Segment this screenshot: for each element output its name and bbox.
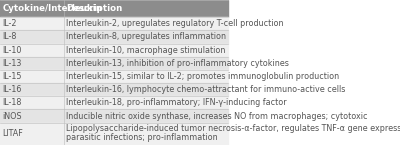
Text: parasitic infections; pro-inflammation: parasitic infections; pro-inflammation bbox=[66, 133, 218, 142]
Bar bbox=[0, 17, 64, 30]
Text: IL-10: IL-10 bbox=[2, 46, 22, 55]
Text: IL-2: IL-2 bbox=[2, 19, 17, 28]
Text: Interleukin-15, similar to IL-2; promotes immunoglobulin production: Interleukin-15, similar to IL-2; promote… bbox=[66, 72, 339, 81]
Bar bbox=[0, 123, 64, 145]
Text: IL-8: IL-8 bbox=[2, 32, 17, 41]
Text: IL-15: IL-15 bbox=[2, 72, 22, 81]
Bar bbox=[64, 109, 228, 123]
Text: Lipopolysaccharide-induced tumor necrosis-α-factor, regulates TNF-α gene express: Lipopolysaccharide-induced tumor necrosi… bbox=[66, 124, 400, 133]
Text: Inducible nitric oxide synthase, increases NO from macrophages; cytotoxic: Inducible nitric oxide synthase, increas… bbox=[66, 112, 368, 120]
Bar bbox=[64, 70, 228, 83]
Bar bbox=[64, 83, 228, 96]
Text: Interleukin-16, lymphocyte chemo-attractant for immuno-active cells: Interleukin-16, lymphocyte chemo-attract… bbox=[66, 85, 346, 94]
Text: iNOS: iNOS bbox=[2, 112, 22, 120]
Text: Interleukin-10, macrophage stimulation: Interleukin-10, macrophage stimulation bbox=[66, 46, 226, 55]
Text: Cytokine/Interleukin: Cytokine/Interleukin bbox=[2, 4, 102, 13]
Text: IL-18: IL-18 bbox=[2, 98, 22, 107]
Bar bbox=[64, 44, 228, 57]
Bar bbox=[64, 123, 228, 145]
Bar bbox=[0, 30, 64, 44]
Bar bbox=[0, 109, 64, 123]
Bar bbox=[64, 96, 228, 109]
Bar bbox=[0, 83, 64, 96]
Text: IL-16: IL-16 bbox=[2, 85, 22, 94]
Text: Interleukin-2, upregulates regulatory T-cell production: Interleukin-2, upregulates regulatory T-… bbox=[66, 19, 284, 28]
Text: Interleukin-18, pro-inflammatory; IFN-γ-inducing factor: Interleukin-18, pro-inflammatory; IFN-γ-… bbox=[66, 98, 287, 107]
Bar bbox=[0, 70, 64, 83]
Bar bbox=[0, 0, 64, 17]
Text: Interleukin-8, upregulates inflammation: Interleukin-8, upregulates inflammation bbox=[66, 32, 226, 41]
Bar bbox=[0, 96, 64, 109]
Bar bbox=[64, 0, 228, 17]
Text: IL-13: IL-13 bbox=[2, 59, 22, 68]
Bar bbox=[0, 44, 64, 57]
Bar bbox=[64, 30, 228, 44]
Text: LITAF: LITAF bbox=[2, 129, 23, 138]
Bar bbox=[0, 57, 64, 70]
Bar bbox=[64, 57, 228, 70]
Text: Interleukin-13, inhibition of pro-inflammatory cytokines: Interleukin-13, inhibition of pro-inflam… bbox=[66, 59, 289, 68]
Bar bbox=[64, 17, 228, 30]
Text: Description: Description bbox=[66, 4, 122, 13]
